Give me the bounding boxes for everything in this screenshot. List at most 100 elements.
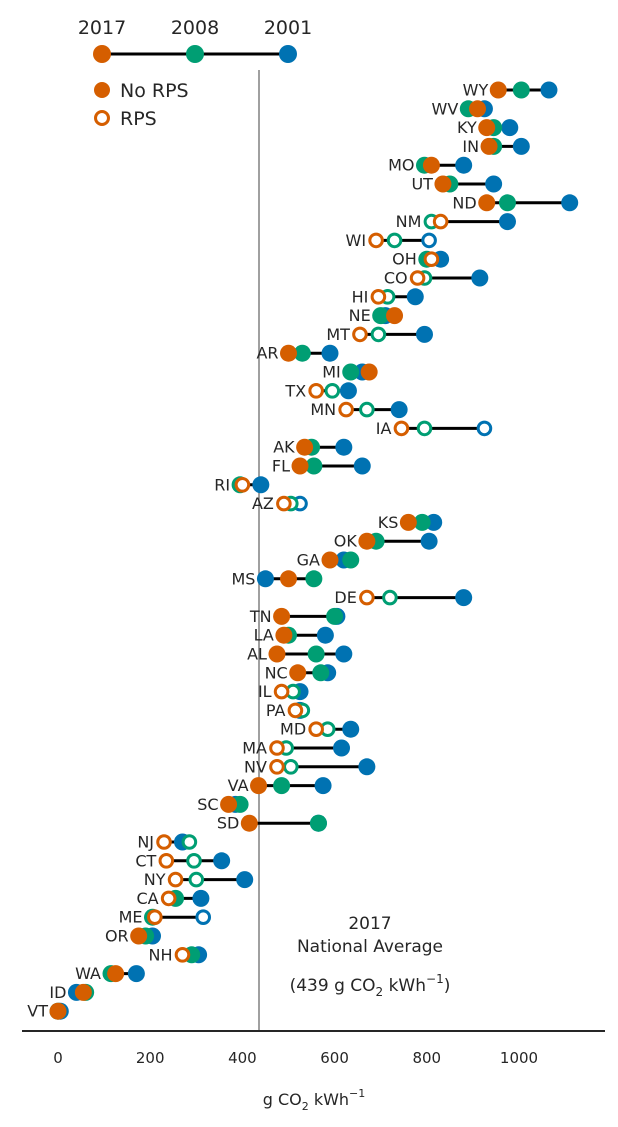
state-label: NJ bbox=[137, 833, 154, 852]
state-marker-2017 bbox=[167, 871, 184, 888]
state-row-nv: NV bbox=[244, 757, 376, 776]
year-legend-2017-label: 2017 bbox=[78, 17, 126, 39]
state-row-wy: WY bbox=[463, 81, 558, 100]
x-tick-label: 0 bbox=[53, 1049, 63, 1067]
legend-no-rps-label: No RPS bbox=[120, 80, 189, 102]
state-label: HI bbox=[352, 287, 369, 306]
state-row-ri: RI bbox=[214, 475, 270, 494]
state-marker-2017 bbox=[269, 759, 285, 775]
state-row-ms: MS bbox=[231, 569, 323, 588]
state-marker-2001 bbox=[390, 401, 408, 419]
state-marker-2017 bbox=[386, 307, 404, 325]
state-row-me: ME bbox=[119, 908, 212, 927]
state-row-mt: MT bbox=[326, 325, 433, 344]
state-marker-2017 bbox=[273, 607, 291, 625]
state-label: MO bbox=[388, 156, 414, 175]
state-marker-2017 bbox=[308, 383, 324, 399]
state-label: IL bbox=[258, 682, 272, 701]
state-marker-2017 bbox=[234, 477, 251, 493]
state-marker-2017 bbox=[268, 645, 286, 663]
state-marker-2008 bbox=[382, 589, 398, 606]
state-marker-2008 bbox=[386, 232, 403, 249]
state-marker-2017 bbox=[308, 721, 324, 738]
state-label: WY bbox=[463, 81, 489, 100]
state-row-al: AL bbox=[247, 645, 353, 664]
state-marker-2017 bbox=[359, 589, 375, 606]
state-marker-2001 bbox=[540, 81, 558, 99]
state-marker-2017 bbox=[478, 119, 496, 137]
state-row-md: MD bbox=[280, 720, 360, 739]
state-marker-2017 bbox=[147, 909, 163, 926]
year-legend-2008-label: 2008 bbox=[171, 17, 219, 39]
year-legend-2017-marker bbox=[93, 45, 111, 63]
state-label: SD bbox=[217, 814, 239, 833]
state-marker-2017 bbox=[74, 983, 92, 1001]
state-marker-2008 bbox=[370, 326, 387, 343]
state-label: NY bbox=[144, 870, 166, 889]
state-marker-2001 bbox=[192, 889, 210, 907]
state-marker-2001 bbox=[339, 382, 357, 400]
x-tick-label: 400 bbox=[228, 1049, 257, 1067]
state-label: MA bbox=[242, 739, 267, 758]
state-row-ia: IA bbox=[376, 419, 493, 438]
national-average-year: 2017 bbox=[348, 914, 391, 934]
state-row-pa: PA bbox=[266, 701, 311, 720]
state-label: AZ bbox=[252, 494, 274, 513]
state-marker-2017 bbox=[368, 232, 384, 249]
state-marker-2017 bbox=[160, 890, 177, 907]
state-label: SC bbox=[197, 795, 218, 814]
state-marker-2017 bbox=[130, 927, 148, 945]
national-average-value: (439 g CO2 kWh−1) bbox=[290, 972, 451, 999]
state-marker-2001 bbox=[415, 325, 433, 343]
state-marker-2017 bbox=[432, 213, 449, 230]
x-axis-label: g CO2 kWh−1 bbox=[263, 1087, 366, 1113]
state-marker-2001 bbox=[195, 909, 212, 926]
rps-legend: No RPS RPS bbox=[94, 80, 189, 130]
state-label: AK bbox=[273, 438, 295, 457]
state-marker-2001 bbox=[420, 532, 438, 550]
state-label: NE bbox=[349, 306, 371, 325]
state-row-ar: AR bbox=[256, 344, 339, 363]
year-legend-2001-label: 2001 bbox=[264, 17, 312, 39]
state-marker-2017 bbox=[422, 156, 440, 174]
state-row-in: IN bbox=[462, 137, 530, 156]
state-row-il: IL bbox=[258, 682, 309, 701]
state-marker-2017 bbox=[269, 740, 285, 756]
year-legend: 2017 2008 2001 bbox=[78, 17, 312, 63]
state-marker-2017 bbox=[338, 401, 354, 418]
state-label: CA bbox=[137, 889, 159, 908]
state-label: NV bbox=[244, 757, 267, 776]
state-marker-2008 bbox=[312, 664, 330, 682]
state-marker-2001 bbox=[342, 720, 360, 738]
state-label: OK bbox=[334, 532, 358, 551]
state-marker-2001 bbox=[358, 758, 376, 776]
state-label: KY bbox=[457, 118, 477, 137]
state-marker-2008 bbox=[305, 570, 323, 588]
state-label: FL bbox=[272, 457, 290, 476]
state-row-de: DE bbox=[334, 588, 473, 607]
state-label: TN bbox=[249, 607, 272, 626]
state-marker-2008 bbox=[186, 853, 202, 869]
state-label: VT bbox=[27, 1002, 48, 1021]
state-row-nd: ND bbox=[452, 193, 579, 212]
state-row-tn: TN bbox=[249, 607, 346, 626]
state-row-co: CO bbox=[384, 269, 489, 288]
state-label: OH bbox=[392, 250, 417, 269]
state-label: AR bbox=[256, 344, 278, 363]
state-label: WI bbox=[346, 231, 367, 250]
state-marker-2017 bbox=[360, 363, 378, 381]
state-label: MN bbox=[310, 400, 336, 419]
state-label: WV bbox=[432, 99, 459, 118]
state-row-oh: OH bbox=[392, 250, 450, 269]
state-marker-2001 bbox=[314, 777, 332, 795]
state-marker-2017 bbox=[275, 626, 293, 644]
state-marker-2001 bbox=[316, 626, 334, 644]
state-row-mn: MN bbox=[310, 400, 408, 419]
state-marker-2008 bbox=[359, 401, 375, 418]
state-marker-2008 bbox=[324, 383, 341, 399]
state-marker-2001 bbox=[501, 119, 519, 137]
legend-no-rps-marker bbox=[94, 82, 110, 98]
state-marker-2001 bbox=[471, 269, 489, 287]
x-tick-label: 600 bbox=[320, 1049, 349, 1067]
